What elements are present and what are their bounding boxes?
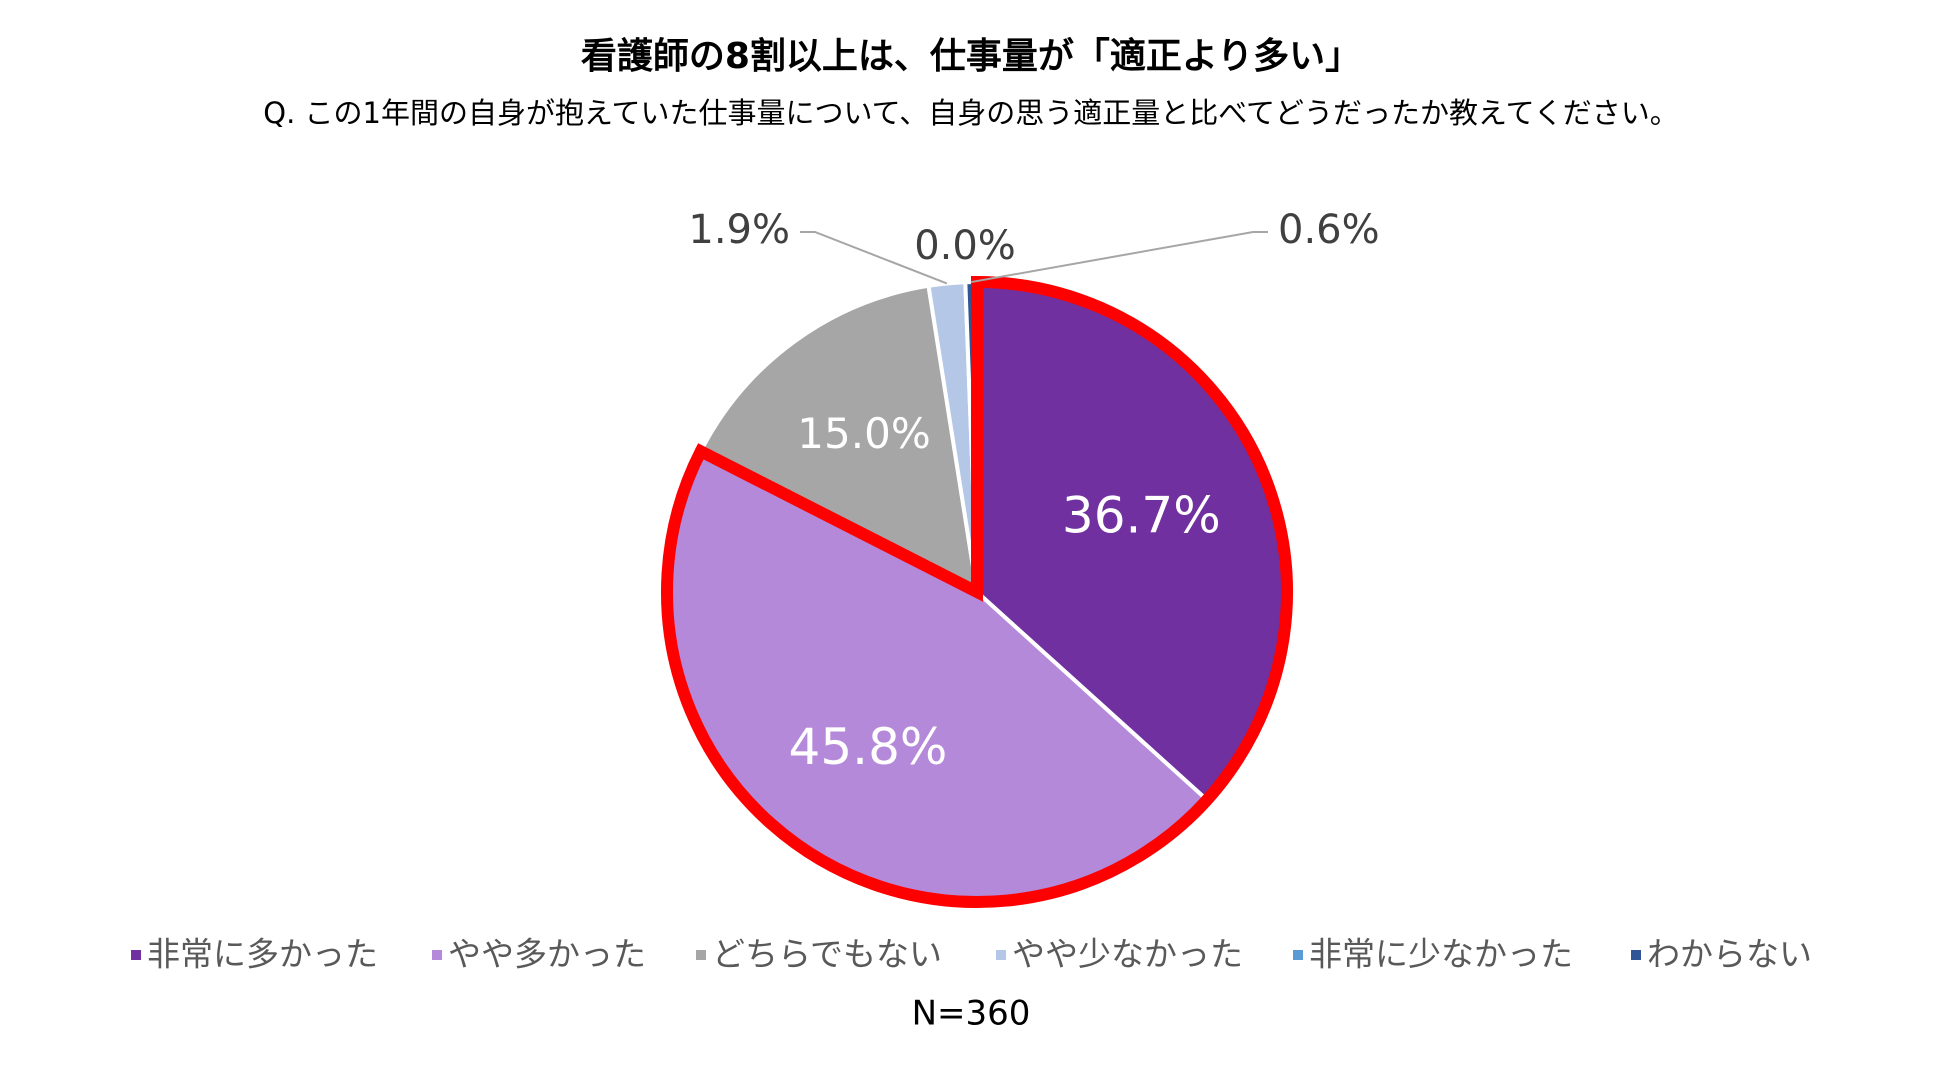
legend-label: どちらでもない <box>712 935 942 974</box>
data-label: 0.6% <box>1278 207 1380 253</box>
legend-label: わからない <box>1647 935 1812 974</box>
data-label: 36.7% <box>1062 487 1221 545</box>
legend-marker <box>1631 950 1641 960</box>
data-label: 15.0% <box>797 409 930 458</box>
legend-label: 非常に多かった <box>147 935 378 974</box>
legend-label: 非常に少なかった <box>1309 935 1573 974</box>
annotation: N=360 <box>912 994 1031 1034</box>
chart-subtitle: Q. この1年間の自身が抱えていた仕事量について、自身の思う適正量と比べてどうだ… <box>263 96 1678 130</box>
data-label: 1.9% <box>688 207 790 253</box>
data-label: 45.8% <box>789 718 948 776</box>
chart-title: 看護師の8割以上は、仕事量が「適正より多い」 <box>581 36 1361 77</box>
legend-marker <box>996 950 1006 960</box>
legend-label: やや多かった <box>448 935 646 974</box>
leader-line <box>970 231 1268 284</box>
pie-slice <box>698 283 980 596</box>
legend-label: やや少なかった <box>1012 935 1243 974</box>
data-label: 0.0% <box>914 223 1016 269</box>
highlight-outline <box>661 275 1293 908</box>
legend-marker <box>696 950 706 960</box>
legend-marker <box>432 950 442 960</box>
legend-marker <box>131 950 141 960</box>
leader-line <box>800 231 948 285</box>
legend-marker <box>1293 950 1303 960</box>
